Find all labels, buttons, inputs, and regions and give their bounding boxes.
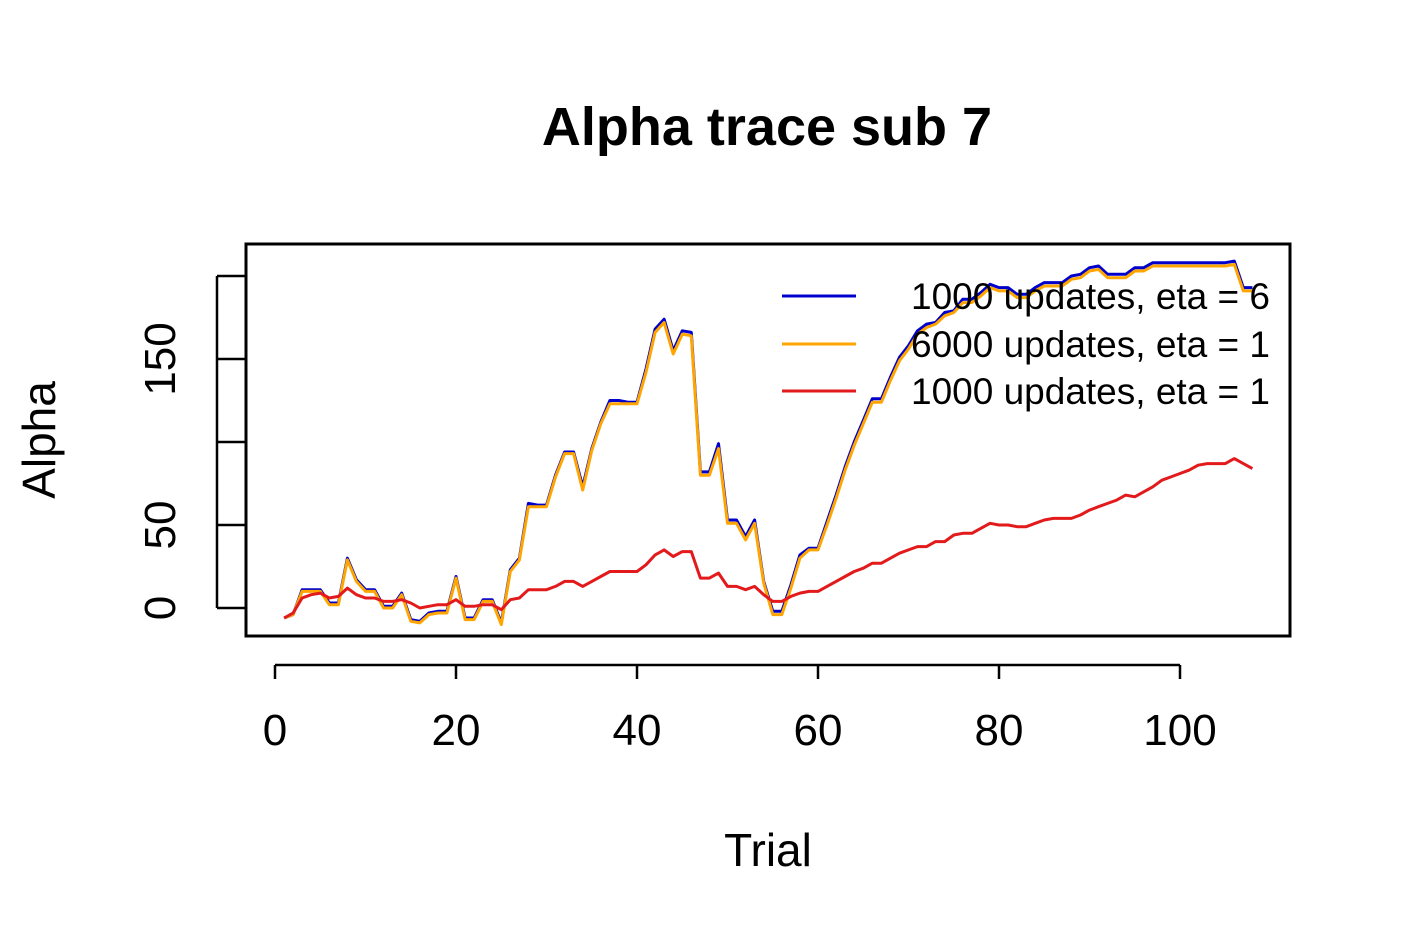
series-line-2 bbox=[283, 262, 1253, 627]
x-tick-label: 80 bbox=[975, 706, 1024, 755]
legend: 1000 updates, eta = 6 6000 updates, eta =… bbox=[782, 276, 1270, 412]
x-tick-label: 40 bbox=[613, 706, 662, 755]
chart-title: Alpha trace sub 7 bbox=[542, 97, 992, 157]
x-axis: 0 20 40 60 80 100 bbox=[263, 663, 1217, 755]
y-tick-label: 0 bbox=[136, 596, 185, 620]
x-tick-label: 100 bbox=[1143, 706, 1216, 755]
y-tick-label: 50 bbox=[136, 501, 185, 550]
y-tick-label: 150 bbox=[136, 322, 185, 395]
x-tick-label: 60 bbox=[794, 706, 843, 755]
x-tick-label: 0 bbox=[263, 706, 287, 755]
plot-frame bbox=[244, 242, 1292, 638]
legend-label-1: 1000 updates, eta = 6 bbox=[911, 276, 1270, 317]
x-tick-label: 20 bbox=[432, 706, 481, 755]
legend-label-3: 1000 updates, eta = 1 bbox=[911, 371, 1270, 412]
y-axis-label: Alpha bbox=[13, 381, 65, 499]
x-axis-label: Trial bbox=[724, 824, 812, 876]
legend-label-2: 6000 updates, eta = 1 bbox=[911, 324, 1270, 365]
series-layer bbox=[283, 259, 1254, 627]
y-axis: 0 50 150 bbox=[136, 274, 245, 620]
series-line-3 bbox=[283, 457, 1254, 620]
